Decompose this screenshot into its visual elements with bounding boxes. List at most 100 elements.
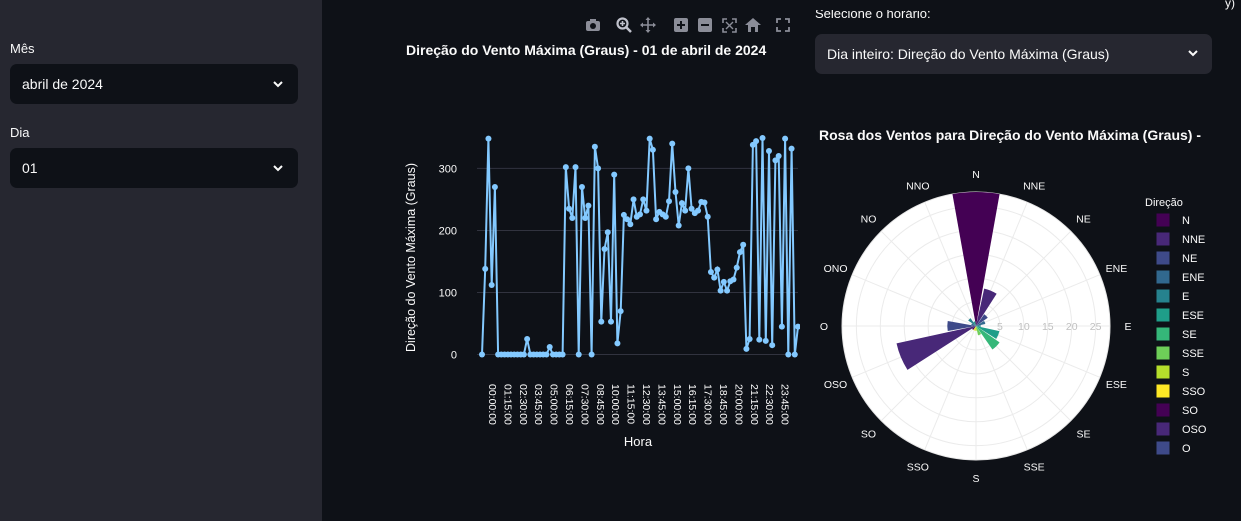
data-point — [569, 215, 576, 222]
angular-tick-label: ESE — [1106, 379, 1127, 391]
x-tick-label: 10:00:00 — [609, 384, 621, 425]
data-point — [782, 135, 789, 142]
rose-bar-nne — [976, 288, 997, 326]
data-point — [704, 213, 711, 220]
legend-title: Direção — [1145, 197, 1183, 209]
data-point — [762, 337, 769, 344]
chevron-down-icon — [270, 76, 286, 92]
chevron-down-icon — [270, 160, 286, 176]
x-tick-label: 07:30:00 — [578, 384, 590, 425]
data-point — [653, 216, 660, 223]
data-point — [675, 222, 682, 229]
data-point — [624, 216, 631, 223]
x-axis-label: Hora — [624, 434, 653, 449]
radial-tick-label: 15 — [1042, 321, 1054, 333]
data-point — [753, 138, 760, 145]
x-tick-label: 12:30:00 — [640, 384, 652, 425]
legend-item: ESE — [1182, 310, 1204, 322]
data-point — [604, 229, 611, 236]
data-point — [756, 336, 763, 343]
rose-bar-ene — [976, 320, 986, 326]
data-point — [488, 282, 495, 289]
rose-bar-o — [947, 320, 976, 332]
data-point — [479, 351, 485, 358]
data-point — [791, 351, 798, 358]
legend-swatch — [1156, 232, 1170, 246]
angular-tick-label: SSO — [907, 461, 929, 473]
header-menu-text: y) — [1225, 0, 1235, 10]
data-point — [695, 207, 702, 214]
data-point — [740, 241, 747, 248]
x-tick-label: 15:00:00 — [671, 384, 683, 425]
data-point — [688, 205, 695, 212]
data-point — [701, 199, 708, 206]
y-tick-label: 200 — [439, 225, 457, 237]
data-point — [643, 207, 650, 214]
wind-rose-chart: 5 10 15 20 25NNNENEENEEESESESSESSSOSOOSOOONO… — [820, 169, 1207, 485]
legend-item: NE — [1182, 253, 1197, 265]
data-point — [562, 164, 569, 171]
data-point — [627, 221, 634, 228]
data-point — [778, 323, 785, 330]
x-tick-label: 22:30:00 — [763, 384, 775, 425]
legend-item: N — [1182, 215, 1190, 227]
legend-item: SSO — [1182, 386, 1206, 398]
data-point — [707, 269, 714, 275]
rose-bar-se — [976, 326, 1000, 350]
x-tick-label: 08:45:00 — [594, 384, 606, 425]
legend-swatch — [1156, 308, 1170, 322]
data-point — [685, 165, 692, 172]
zoom-out-icon[interactable] — [696, 16, 714, 34]
data-point — [614, 340, 621, 347]
angular-tick-label: E — [1124, 321, 1131, 333]
angular-tick-label: SE — [1076, 428, 1090, 440]
autoscale-icon[interactable] — [720, 16, 738, 34]
angular-tick-label: S — [972, 473, 979, 485]
data-point — [795, 323, 800, 330]
data-point — [743, 345, 750, 352]
data-point — [578, 184, 585, 191]
legend-swatch — [1156, 422, 1170, 436]
data-point — [769, 342, 776, 349]
data-point — [485, 135, 492, 142]
data-point — [730, 276, 737, 283]
angular-gridline — [975, 274, 1100, 327]
data-point — [669, 140, 676, 147]
rose-bar-so — [972, 326, 976, 330]
camera-icon[interactable] — [584, 16, 602, 34]
data-point — [678, 200, 685, 207]
legend-item: SE — [1182, 329, 1197, 341]
reset-axes-icon[interactable] — [744, 16, 762, 34]
data-point — [595, 165, 602, 172]
time-select[interactable]: Dia inteiro: Direção do Vento Máxima (Gr… — [815, 34, 1212, 74]
day-select[interactable]: 01 — [10, 148, 298, 188]
data-point — [640, 196, 647, 203]
zoom-in-icon[interactable] — [672, 16, 690, 34]
fullscreen-icon[interactable] — [774, 16, 792, 34]
pan-icon[interactable] — [639, 16, 657, 34]
legend-swatch — [1156, 403, 1170, 417]
x-tick-label: 20:00:00 — [732, 384, 744, 425]
x-tick-label: 18:45:00 — [717, 384, 729, 425]
zoom-icon[interactable] — [615, 16, 633, 34]
data-point — [520, 351, 527, 358]
data-point — [637, 211, 643, 218]
data-point — [649, 146, 656, 153]
x-tick-label: 03:45:00 — [532, 384, 544, 425]
rose-bar-n — [952, 192, 1000, 326]
x-tick-label: 13:45:00 — [655, 384, 667, 425]
angular-tick-label: NE — [1076, 214, 1091, 226]
legend-item: E — [1182, 291, 1189, 303]
data-point — [585, 202, 592, 209]
data-point — [575, 351, 582, 358]
angular-tick-label: ONO — [824, 263, 848, 275]
data-point — [566, 205, 573, 212]
data-point — [759, 135, 766, 142]
rose-bar-e — [976, 325, 981, 327]
angular-tick-label: NNE — [1023, 181, 1045, 193]
y-tick-label: 0 — [451, 349, 457, 361]
month-select[interactable]: abril de 2024 — [10, 64, 298, 104]
angular-tick-label: SO — [861, 428, 876, 440]
angular-tick-label: SSE — [1024, 461, 1045, 473]
x-tick-label: 00:00:00 — [486, 384, 498, 425]
